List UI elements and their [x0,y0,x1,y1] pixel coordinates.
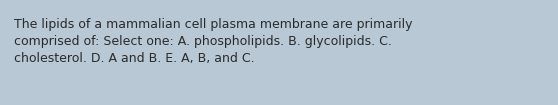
Text: comprised of: Select one: A. phospholipids. B. glycolipids. C.: comprised of: Select one: A. phospholipi… [14,35,392,48]
Text: The lipids of a mammalian cell plasma membrane are primarily: The lipids of a mammalian cell plasma me… [14,18,412,31]
Text: cholesterol. D. A and B. E. A, B, and C.: cholesterol. D. A and B. E. A, B, and C. [14,52,254,65]
